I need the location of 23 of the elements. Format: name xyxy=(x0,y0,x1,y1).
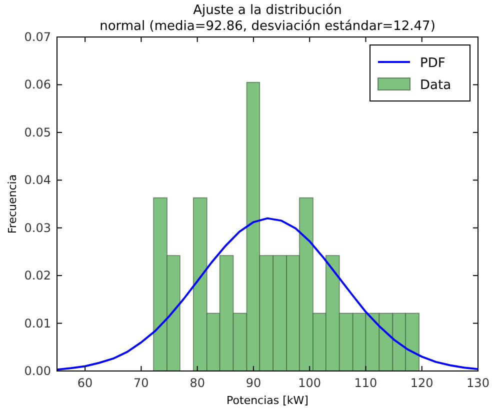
line-series xyxy=(56,217,479,371)
y-tick-label: 0.05 xyxy=(24,125,51,140)
legend-label: Data xyxy=(420,78,452,93)
legend-label: PDF xyxy=(420,56,446,71)
y-tick-label: 0.03 xyxy=(24,220,51,235)
y-tick-label: 0.00 xyxy=(24,364,51,378)
x-axis-title: Potencias [kW] xyxy=(226,394,308,407)
y-tick-label: 0.04 xyxy=(24,173,51,188)
x-tick-label: 130 xyxy=(466,376,490,390)
x-tick-label: 90 xyxy=(246,376,262,390)
chart-subtitle: normal (media=92.86, desviación estándar=12.47) xyxy=(100,19,436,34)
x-tick-label: 60 xyxy=(77,376,93,390)
x-tick-label: 120 xyxy=(410,376,434,390)
x-tick-label: 70 xyxy=(134,376,149,390)
chart-title: Ajuste a la distribución xyxy=(193,3,342,18)
y-tick-label: 0.02 xyxy=(24,268,51,283)
x-tick-label: 80 xyxy=(190,376,205,390)
y-tick-label: 0.01 xyxy=(24,316,51,330)
x-tick-label: 100 xyxy=(298,376,322,390)
y-tick-label: 0.06 xyxy=(24,78,51,92)
x-tick-label: 110 xyxy=(354,376,378,390)
y-axis-title: Frecuencia xyxy=(6,174,19,234)
y-tick-label: 0.07 xyxy=(24,30,51,44)
